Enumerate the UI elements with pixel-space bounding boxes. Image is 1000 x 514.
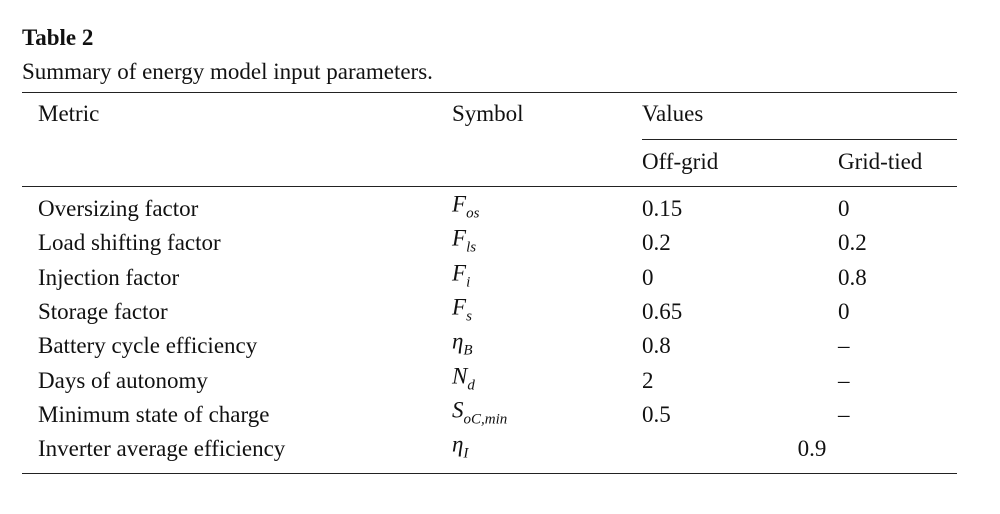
value-cell: 0 (838, 298, 850, 324)
symbol-cell: Nd (452, 363, 475, 398)
metric-cell: Minimum state of charge (38, 401, 270, 427)
symbol-base: F (452, 294, 467, 320)
value-cell: 0.9 (797, 436, 827, 462)
header-values: Values (642, 101, 704, 126)
value-cell: 2 (642, 367, 654, 393)
symbol-subscript: i (466, 274, 471, 291)
symbol-base: N (452, 363, 468, 388)
value-cell: – (838, 333, 850, 359)
header-column: Grid-tied (838, 149, 923, 174)
symbol-base: S (452, 397, 464, 423)
symbol-cell: ηB (452, 329, 473, 364)
symbol-subscript: B (463, 342, 473, 359)
symbol-subscript: os (466, 205, 480, 222)
header-metric: Metric (38, 101, 100, 126)
value-cell: 0 (838, 196, 850, 221)
symbol-cell: Fos (452, 192, 479, 227)
symbol-subscript: ls (466, 239, 477, 256)
symbol-cell: Fi (452, 260, 470, 295)
top-rule (22, 92, 957, 93)
metric-cell: Oversizing factor (38, 196, 199, 221)
metric-cell: Inverter average efficiency (38, 436, 286, 462)
value-cell: 0.8 (642, 333, 671, 359)
symbol-base: F (452, 191, 467, 217)
header-column: Off-grid (642, 149, 719, 174)
metric-cell: Injection factor (38, 264, 180, 290)
symbol-subscript: I (463, 445, 469, 462)
value-cell: 0.65 (642, 298, 683, 324)
symbol-base: η (452, 431, 464, 457)
symbol-subscript: d (467, 377, 475, 393)
metric-cell: Days of autonomy (38, 367, 208, 393)
symbol-base: F (452, 260, 467, 286)
metric-cell: Battery cycle efficiency (38, 333, 258, 359)
value-cell: 0.2 (642, 230, 671, 256)
values-rule (642, 139, 957, 140)
value-cell: – (838, 367, 850, 393)
header-symbol: Symbol (452, 101, 524, 126)
symbol-cell: Fs (452, 294, 472, 329)
symbol-cell: SoC,min (452, 397, 507, 432)
metric-cell: Storage factor (38, 298, 168, 324)
symbol-cell: Fls (452, 226, 476, 261)
symbol-subscript: oC,min (463, 411, 508, 428)
bottom-rule (22, 473, 957, 474)
table-title: Summary of energy model input parameters… (22, 59, 433, 84)
symbol-base: η (452, 328, 464, 354)
value-cell: 0.2 (838, 230, 867, 256)
value-cell: 0.8 (838, 264, 867, 290)
symbol-subscript: s (466, 308, 472, 325)
table-label: Table 2 (22, 25, 94, 50)
value-cell: 0.5 (642, 401, 671, 427)
value-cell: – (838, 401, 850, 427)
symbol-base: F (452, 225, 467, 251)
value-cell: 0.15 (642, 196, 683, 221)
header-rule (22, 186, 957, 187)
metric-cell: Load shifting factor (38, 230, 221, 256)
symbol-cell: ηI (452, 432, 468, 467)
value-cell: 0 (642, 264, 654, 290)
